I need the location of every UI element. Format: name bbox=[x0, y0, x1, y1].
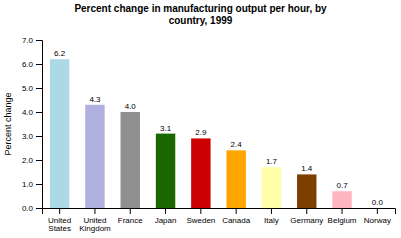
tick-mark bbox=[36, 88, 42, 89]
tick-label-line: Italy bbox=[264, 216, 279, 225]
tick: UnitedKingdom bbox=[79, 208, 111, 233]
plot: 0.01.02.03.04.05.06.07.0UnitedStatesUnit… bbox=[22, 36, 396, 233]
tick: 7.0 bbox=[22, 36, 42, 45]
x-axis: UnitedStatesUnitedKingdomFranceJapanSwed… bbox=[43, 208, 396, 233]
tick: 3.0 bbox=[22, 132, 42, 141]
tick-label: 2.0 bbox=[22, 156, 34, 165]
tick-label: 1.0 bbox=[22, 180, 34, 189]
bar bbox=[85, 105, 104, 208]
tick: 4.0 bbox=[22, 108, 42, 117]
tick-mark bbox=[165, 208, 166, 214]
tick-label: 7.0 bbox=[22, 36, 34, 45]
tick: Germany bbox=[290, 208, 323, 225]
tick-mark bbox=[236, 208, 237, 214]
axis-line bbox=[36, 41, 43, 209]
bar bbox=[191, 138, 210, 208]
data-label: 1.4 bbox=[301, 164, 313, 173]
bar bbox=[226, 150, 245, 208]
data-label: 0.7 bbox=[336, 181, 348, 190]
tick-label: Italy bbox=[264, 216, 279, 225]
tick-mark bbox=[342, 208, 343, 214]
data-label: 0.0 bbox=[372, 198, 384, 207]
data-label: 6.2 bbox=[54, 49, 66, 58]
tick-mark bbox=[36, 40, 42, 41]
y-axis: 0.0 1.0 2.0 3.0 4.0 5.0 6.0 7.0 bbox=[22, 36, 43, 213]
tick-mark bbox=[36, 160, 42, 161]
tick: 0.0 bbox=[22, 204, 42, 213]
tick-label-line: Japan bbox=[155, 216, 177, 225]
axis-line bbox=[43, 209, 396, 215]
tick-label: Norway bbox=[364, 216, 391, 225]
tick-label: 0.0 bbox=[22, 204, 34, 213]
tick: 6.0 bbox=[22, 60, 42, 69]
tick: Norway bbox=[364, 208, 391, 225]
tick: France bbox=[118, 208, 143, 225]
tick: 1.0 bbox=[22, 180, 42, 189]
tick: Canada bbox=[222, 208, 251, 225]
bar bbox=[156, 134, 175, 208]
tick-label: 3.0 bbox=[22, 132, 34, 141]
tick-label-line: Belgium bbox=[328, 216, 357, 225]
data-label: 3.1 bbox=[160, 124, 172, 133]
tick-label-line: United bbox=[48, 216, 71, 225]
tick: Belgium bbox=[328, 208, 357, 225]
tick-mark bbox=[377, 208, 378, 214]
tick-label: UnitedKingdom bbox=[79, 216, 111, 234]
bar bbox=[50, 59, 69, 208]
title: Percent change in manufacturing output p… bbox=[74, 3, 327, 26]
tick-label: Germany bbox=[290, 216, 323, 225]
chart: Percent change in manufacturing output p… bbox=[0, 0, 401, 238]
data-label: 2.4 bbox=[231, 140, 243, 149]
tick-label-line: France bbox=[118, 216, 143, 225]
title-line: Percent change in manufacturing output p… bbox=[74, 3, 327, 14]
tick-mark bbox=[36, 136, 42, 137]
tick-label: Japan bbox=[155, 216, 177, 225]
tick-mark bbox=[94, 208, 95, 214]
tick-label: France bbox=[118, 216, 143, 225]
tick-label: 6.0 bbox=[22, 60, 34, 69]
tick-label: 4.0 bbox=[22, 108, 34, 117]
bar bbox=[332, 191, 351, 208]
tick-mark bbox=[36, 184, 42, 185]
tick: UnitedStates bbox=[48, 208, 71, 233]
data-label: 4.0 bbox=[125, 102, 137, 111]
tick-mark bbox=[36, 112, 42, 113]
tick-mark bbox=[36, 208, 42, 209]
tick-label: UnitedStates bbox=[48, 216, 71, 234]
bars bbox=[50, 59, 352, 208]
tick: Japan bbox=[155, 208, 177, 225]
tick-label-line: United bbox=[83, 216, 106, 225]
tick-mark bbox=[59, 208, 60, 214]
tick-mark bbox=[130, 208, 131, 214]
data-label: 2.9 bbox=[195, 128, 207, 137]
data-labels: 6.2 4.3 4.0 3.1 2.9 2.4 1.7 1.4 0.7 0.0 bbox=[54, 49, 383, 207]
tick: 2.0 bbox=[22, 156, 42, 165]
tick-label-line: Germany bbox=[290, 216, 323, 225]
tick-mark bbox=[200, 208, 201, 214]
title-line: country, 1999 bbox=[169, 15, 233, 26]
tick-label: Belgium bbox=[328, 216, 357, 225]
tick-mark bbox=[36, 64, 42, 65]
tick-label-line: Canada bbox=[222, 216, 251, 225]
tick: 5.0 bbox=[22, 84, 42, 93]
tick: Sweden bbox=[186, 208, 215, 225]
tick-label: Sweden bbox=[186, 216, 215, 225]
tick: Italy bbox=[264, 208, 279, 225]
tick-mark bbox=[271, 208, 272, 214]
bar bbox=[368, 208, 387, 209]
tick-label: 5.0 bbox=[22, 84, 34, 93]
bar bbox=[262, 167, 281, 208]
bar bbox=[297, 174, 316, 208]
y-axis-label: Percent change bbox=[3, 92, 13, 155]
tick-label: Canada bbox=[222, 216, 251, 225]
tick-label-line: Kingdom bbox=[79, 224, 111, 233]
tick-label-line: States bbox=[48, 224, 71, 233]
data-label: 4.3 bbox=[89, 95, 101, 104]
tick-label-line: Norway bbox=[364, 216, 391, 225]
data-label: 1.7 bbox=[266, 157, 278, 166]
bar bbox=[121, 112, 140, 208]
tick-label-line: Sweden bbox=[186, 216, 215, 225]
tick-mark bbox=[306, 208, 307, 214]
